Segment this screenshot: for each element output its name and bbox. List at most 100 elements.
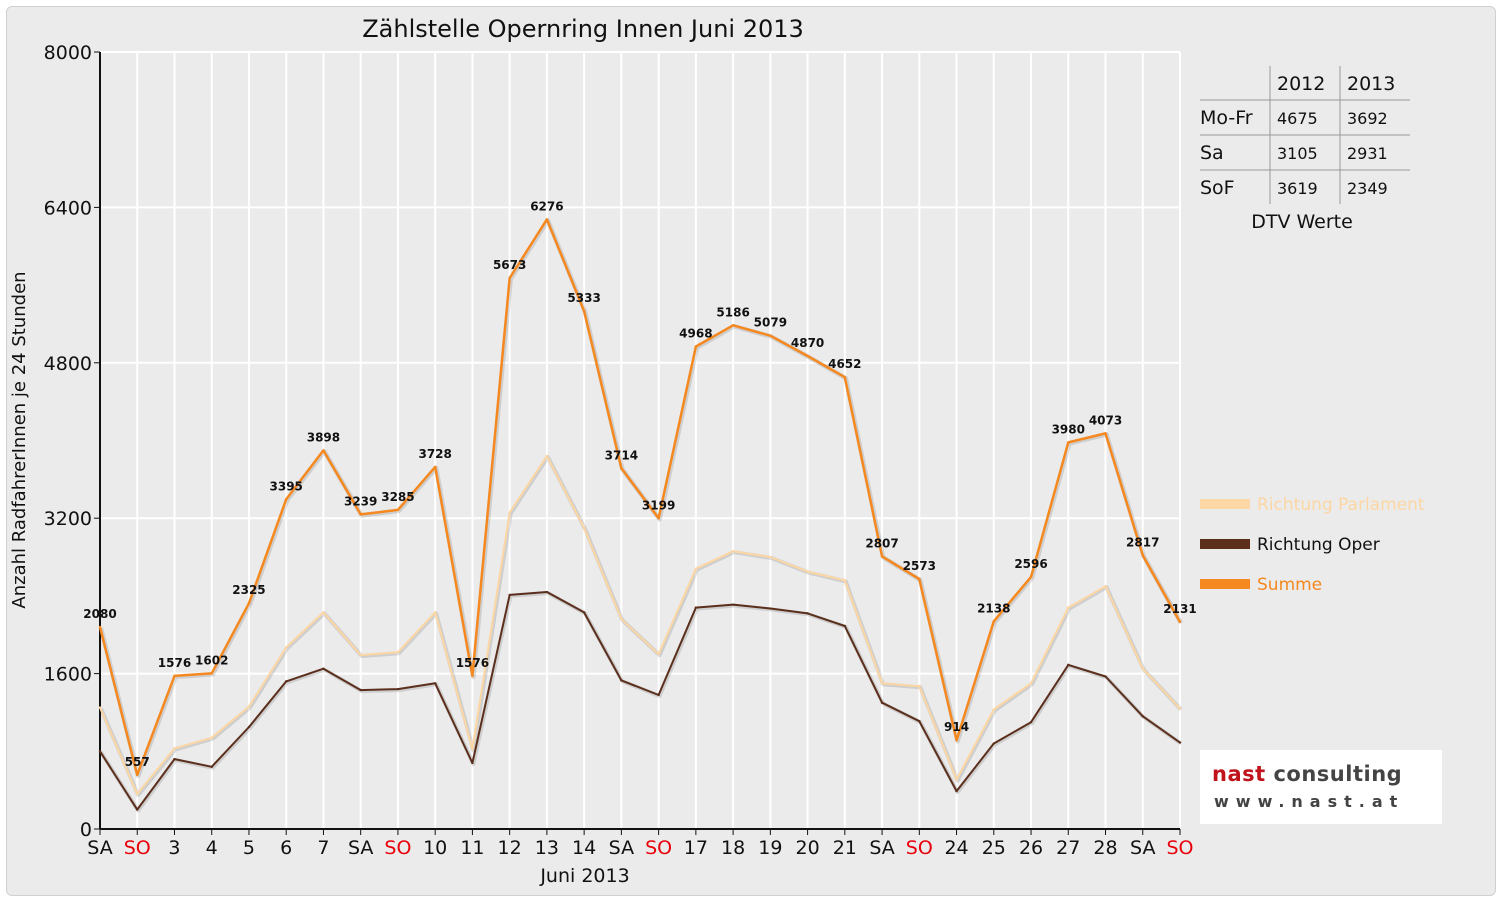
- data-point: [1178, 707, 1182, 710]
- x-tick-label: 12: [498, 837, 522, 859]
- data-labels: 2080 557 1576 1602 2325 3395 3898 3239 3285 3728 1…: [83, 199, 1196, 768]
- data-label: 914: [944, 720, 969, 734]
- data-point: [992, 620, 995, 623]
- data-point: [731, 324, 735, 327]
- logo-name: nast consulting: [1212, 762, 1402, 786]
- chart-title: Zählstelle Opernring Innen Juni 2013: [362, 15, 804, 43]
- legend-swatch: [1200, 579, 1250, 589]
- legend-swatch: [1200, 539, 1250, 549]
- data-label: 3980: [1052, 422, 1085, 436]
- data-label: 4870: [791, 336, 824, 350]
- data-label: 5673: [493, 258, 526, 272]
- data-point: [620, 618, 623, 621]
- data-point: [471, 748, 474, 751]
- x-tick-label: 19: [758, 837, 782, 859]
- data-point: [1029, 682, 1033, 685]
- x-tick-label: 17: [684, 837, 708, 859]
- data-point: [769, 334, 772, 337]
- data-point: [1029, 720, 1033, 724]
- series-lines: [98, 218, 1183, 813]
- data-point: [582, 611, 586, 614]
- table-row-label: Sa: [1200, 142, 1224, 164]
- x-axis-label: Juni 2013: [539, 865, 629, 887]
- data-point: [136, 792, 139, 796]
- x-tick-label: SO: [124, 837, 151, 859]
- x-tick-label: SA: [87, 837, 112, 859]
- data-point: [433, 611, 437, 614]
- data-point: [210, 672, 213, 675]
- legend-label: Richtung Parlament: [1257, 495, 1425, 515]
- legend-swatch: [1200, 499, 1250, 509]
- data-point: [843, 375, 847, 379]
- data-point: [396, 687, 400, 691]
- data-point: [359, 513, 362, 516]
- data-point: [918, 719, 921, 723]
- x-tick-label: 20: [795, 837, 819, 859]
- y-tick-label: 8000: [44, 42, 92, 64]
- data-point: [396, 508, 400, 512]
- x-tick-label: SO: [906, 837, 933, 859]
- logo-name-red: nast: [1212, 762, 1266, 786]
- x-tick-label: SO: [384, 837, 411, 859]
- x-tick-label: 7: [317, 837, 329, 859]
- data-point: [880, 682, 884, 685]
- x-tick-label: SO: [1166, 837, 1193, 859]
- data-label: 5186: [716, 305, 749, 319]
- data-point: [173, 747, 176, 750]
- axes: 0 1600 3200 4800 6400 8000 SA SO 3 4 5 6 7 SA SO 10 11 12…: [44, 42, 1194, 859]
- data-point: [918, 685, 921, 688]
- data-point: [955, 789, 958, 793]
- x-tick-label: 13: [535, 837, 559, 859]
- data-point: [992, 708, 995, 711]
- x-tick-label: SO: [645, 837, 672, 859]
- data-point: [880, 701, 884, 704]
- x-tick-label: 3: [168, 837, 180, 859]
- x-tick-label: 24: [944, 837, 968, 859]
- data-point: [657, 517, 660, 520]
- data-point: [210, 736, 213, 739]
- legend: Richtung Parlament Richtung Oper Summe: [1200, 495, 1425, 595]
- x-tick-label: SA: [348, 837, 373, 859]
- logo-url: www.nast.at: [1214, 792, 1405, 811]
- data-point: [1067, 441, 1070, 444]
- x-tick-label: 6: [280, 837, 292, 859]
- data-label: 3728: [418, 447, 451, 461]
- data-point: [471, 674, 474, 678]
- x-tick-label: 28: [1093, 837, 1117, 859]
- data-point: [1067, 606, 1070, 609]
- data-point: [247, 705, 251, 708]
- data-point: [508, 276, 511, 280]
- series-line-richtung-oper: [99, 591, 1181, 811]
- data-label: 2573: [903, 559, 936, 573]
- x-tick-label: 4: [206, 837, 218, 859]
- data-point: [173, 757, 176, 761]
- data-point: [247, 601, 251, 605]
- data-point: [806, 570, 809, 573]
- data-point: [1029, 575, 1033, 579]
- data-point: [955, 778, 958, 781]
- data-point: [545, 218, 549, 221]
- data-point: [396, 651, 400, 654]
- data-point: [545, 454, 549, 458]
- data-point: [806, 354, 809, 358]
- data-label: 5333: [567, 291, 600, 305]
- data-point: [247, 725, 251, 729]
- nast-consulting-logo: nast consulting www.nast.at: [1200, 750, 1442, 824]
- data-label: 1576: [456, 656, 489, 670]
- data-point: [285, 498, 288, 501]
- table-caption: DTV Werte: [1251, 211, 1353, 233]
- data-point: [769, 555, 772, 559]
- y-tick-label: 1600: [44, 664, 92, 686]
- table-cell: 4675: [1277, 109, 1318, 128]
- data-label: 3285: [381, 490, 414, 504]
- table-row-label: Mo-Fr: [1200, 107, 1253, 129]
- data-point: [98, 706, 102, 709]
- data-point: [173, 674, 176, 678]
- series-line-summe: [98, 218, 1182, 777]
- data-point: [285, 680, 288, 683]
- table-header-cell: 2012: [1277, 73, 1325, 95]
- data-point: [694, 606, 698, 609]
- y-axis-label: Anzahl RadfahrerInnen je 24 Stunden: [9, 271, 30, 608]
- data-label: 2131: [1163, 602, 1196, 616]
